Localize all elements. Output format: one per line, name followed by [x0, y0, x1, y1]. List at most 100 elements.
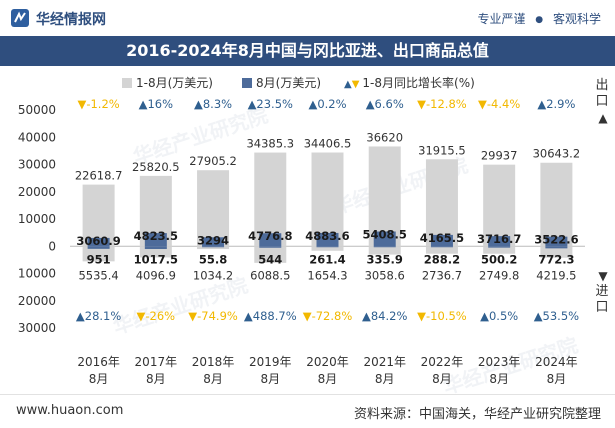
import-side-label: ▼ 进口	[595, 268, 611, 316]
export-cumulative-bar	[82, 184, 115, 247]
legend-monthly-label: 8月(万美元)	[256, 76, 321, 90]
brand-tags: 专业严谨 ● 客观科学	[477, 10, 601, 27]
export-monthly-label: 4823.5	[134, 229, 178, 243]
legend-down-triangle-icon: ▼	[351, 79, 360, 90]
export-cumulative-bar	[425, 159, 458, 247]
legend-monthly: 8月(万美元)	[242, 74, 321, 91]
x-tick-label: 8月	[489, 372, 509, 386]
import-cumulative-bar	[368, 246, 401, 255]
import-monthly-label: 288.2	[424, 252, 460, 266]
import-cumulative-label: 3058.6	[365, 268, 405, 282]
footer: www.huaon.com 资料来源：中国海关，华经产业研究院整理	[0, 394, 615, 428]
x-tick-label: 8月	[203, 372, 223, 386]
import-monthly-bar	[144, 246, 167, 250]
chart-title: 2016-2024年8月中国与冈比亚进、出口商品总值	[126, 41, 489, 60]
legend-growth: ▲▼ 1-8月同比增长率(%)	[344, 74, 475, 91]
x-tick-label: 8月	[260, 372, 280, 386]
export-cumulative-bar	[311, 152, 344, 247]
legend-swatch-cumulative	[122, 78, 132, 88]
huajing-logo-icon	[11, 9, 29, 27]
export-cumulative-label: 36620	[366, 130, 403, 144]
export-cumulative-bar	[254, 152, 287, 247]
import-cumulative-bar	[425, 246, 458, 254]
export-growth-label: ▲0.2%	[308, 97, 346, 111]
export-growth-label: ▲16%	[139, 97, 173, 111]
tag-separator: ●	[535, 15, 544, 25]
export-monthly-bar	[373, 231, 396, 247]
footer-site: www.huaon.com	[16, 403, 124, 418]
export-cumulative-label: 29937	[481, 149, 518, 163]
import-cumulative-label: 2736.7	[422, 268, 462, 282]
export-monthly-label: 3522.6	[534, 233, 578, 247]
import-monthly-label: 772.3	[538, 252, 574, 266]
export-monthly-label: 3716.7	[477, 232, 521, 246]
export-monthly-bar	[144, 233, 167, 247]
export-cumulative-label: 34406.5	[304, 136, 352, 150]
export-monthly-label: 4165.5	[420, 231, 464, 245]
y-tick-label: 10000	[18, 212, 56, 226]
legend-up-triangle-icon: ▲	[344, 79, 352, 90]
import-monthly-bar	[488, 246, 511, 248]
x-tick-label: 2024年	[535, 355, 578, 369]
tag-objective: 客观科学	[552, 12, 601, 26]
import-monthly-bar	[430, 246, 453, 248]
x-tick-label: 2017年	[135, 355, 178, 369]
export-monthly-bar	[259, 233, 282, 247]
export-monthly-bar	[488, 236, 511, 247]
y-tick-label: 0	[48, 239, 56, 253]
import-monthly-label: 500.2	[481, 252, 517, 266]
export-growth-label: ▲23.5%	[248, 97, 293, 111]
import-cumulative-bar	[311, 246, 344, 251]
export-monthly-bar	[430, 234, 453, 247]
import-cumulative-bar	[139, 246, 172, 258]
import-cumulative-label: 1654.3	[307, 268, 347, 282]
x-tick-label: 8月	[89, 372, 109, 386]
export-growth-label: ▼-4.4%	[478, 97, 520, 111]
x-tick-label: 8月	[375, 372, 395, 386]
export-cumulative-label: 27905.2	[189, 154, 237, 168]
import-cumulative-label: 1034.2	[193, 268, 233, 282]
import-growth-label: ▼-72.8%	[303, 309, 353, 323]
import-cumulative-bar	[254, 246, 287, 263]
export-cumulative-bar	[197, 170, 230, 247]
export-cumulative-label: 34385.3	[246, 137, 294, 151]
import-monthly-label: 951	[87, 252, 111, 266]
export-cumulative-label: 31915.5	[418, 143, 466, 157]
import-growth-label: ▲0.5%	[480, 309, 518, 323]
export-monthly-label: 4776.8	[248, 229, 292, 243]
export-monthly-label: 5408.5	[363, 228, 407, 242]
import-monthly-bar	[373, 246, 396, 248]
y-tick-label: 20000	[18, 185, 56, 199]
x-tick-label: 2018年	[192, 355, 235, 369]
chart-area: 50000 40000 30000 20000 10000 0 10000 20000 3000…	[18, 97, 585, 386]
x-tick-label: 2022年	[421, 355, 464, 369]
export-cumulative-bar	[483, 164, 516, 247]
import-monthly-bar	[87, 246, 110, 249]
x-tick-label: 8月	[547, 372, 567, 386]
export-growth-label: ▼-12.8%	[417, 97, 467, 111]
legend-cumulative: 1-8月(万美元)	[122, 74, 213, 91]
y-tick-label: 30000	[18, 321, 56, 335]
x-tick-label: 2020年	[306, 355, 349, 369]
import-growth-label: ▼-26%	[137, 309, 176, 323]
import-monthly-bar	[259, 246, 282, 248]
brand-name: 华经情报网	[36, 12, 106, 28]
import-monthly-label: 1017.5	[134, 252, 178, 266]
import-cumulative-label: 6088.5	[250, 268, 290, 282]
export-monthly-bar	[316, 232, 339, 247]
export-growth-label: ▲6.6%	[366, 97, 404, 111]
x-tick-label: 2021年	[363, 355, 406, 369]
export-growth-label: ▲8.3%	[194, 97, 232, 111]
import-arrow-icon: ▼	[598, 269, 608, 283]
export-cumulative-bar	[368, 146, 401, 247]
import-cumulative-bar	[82, 246, 115, 262]
import-growth-label: ▲84.2%	[362, 309, 407, 323]
x-tick-label: 2016年	[77, 355, 120, 369]
export-monthly-label: 3060.9	[76, 234, 120, 248]
export-monthly-bar	[202, 237, 225, 247]
import-monthly-label: 261.4	[309, 252, 345, 266]
import-cumulative-bar	[540, 246, 573, 258]
export-arrow-icon: ▲	[598, 111, 608, 125]
export-cumulative-label: 25820.5	[132, 160, 180, 174]
tag-professional: 专业严谨	[477, 12, 526, 26]
